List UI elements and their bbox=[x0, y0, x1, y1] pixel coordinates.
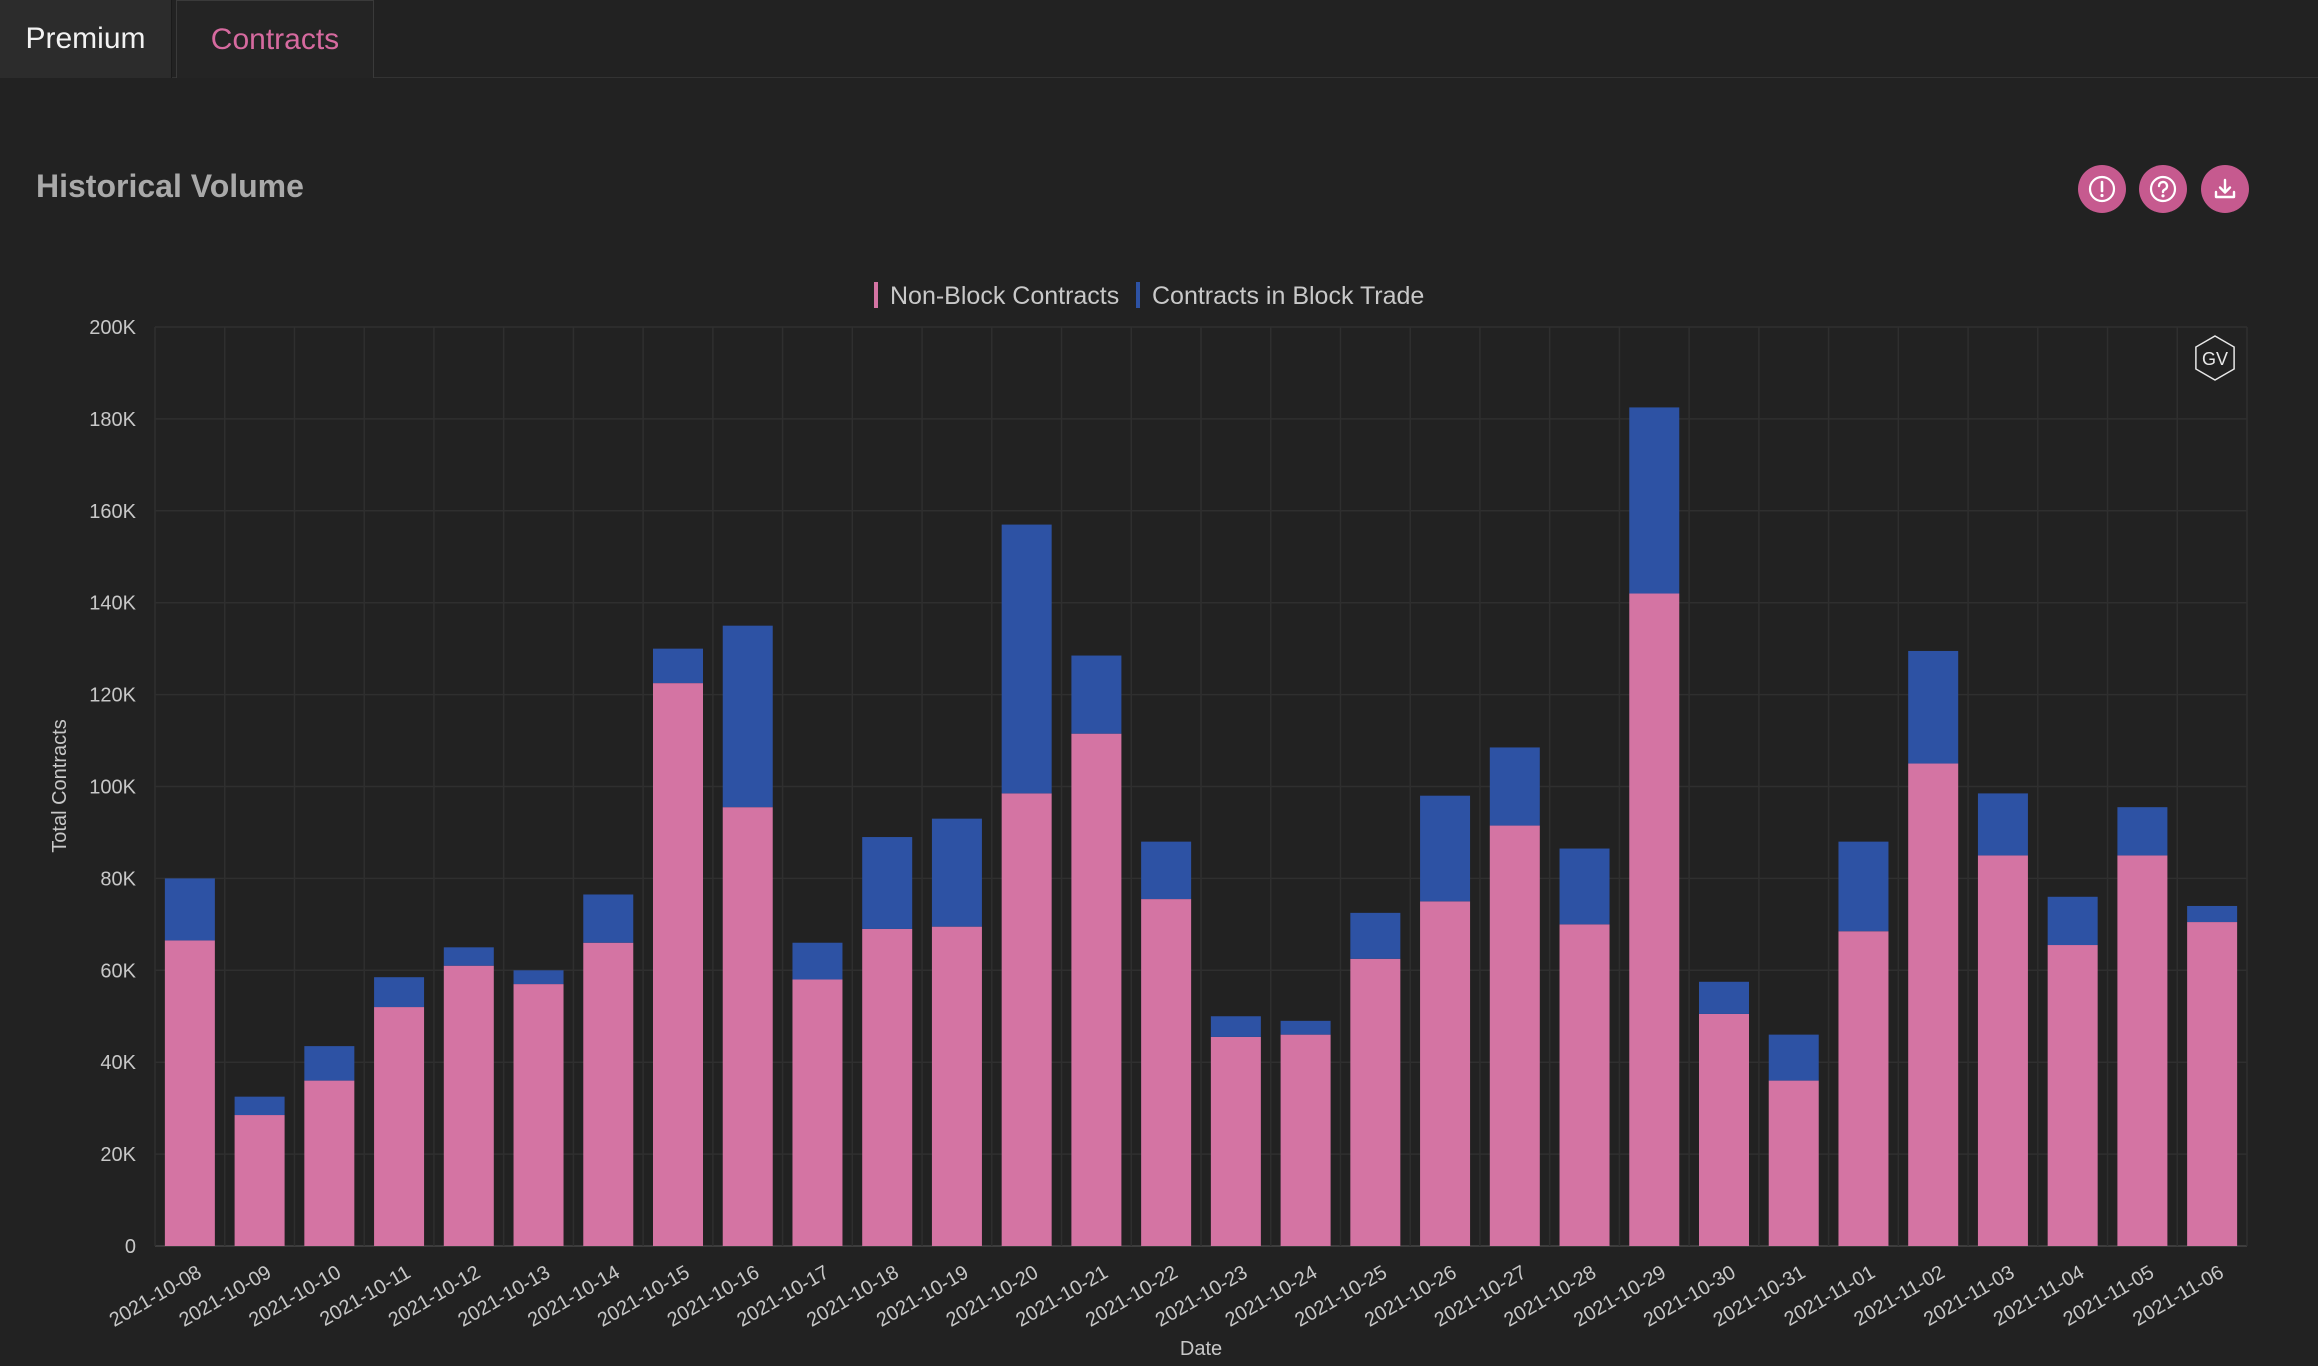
bar-block-trade bbox=[1559, 848, 1610, 925]
bar-non-block bbox=[2047, 945, 2098, 1246]
bar-block-trade bbox=[1908, 650, 1959, 764]
y-tick-label: 140K bbox=[89, 593, 136, 615]
bar-block-trade bbox=[234, 1096, 285, 1116]
bar-block-trade bbox=[1141, 841, 1192, 900]
bar-block-trade bbox=[1210, 1016, 1261, 1037]
bar-non-block bbox=[1629, 593, 1680, 1246]
y-tick-label: 20K bbox=[100, 1144, 136, 1166]
download-button[interactable] bbox=[2201, 165, 2249, 213]
bar-non-block bbox=[1838, 931, 1889, 1246]
bar-block-trade bbox=[583, 894, 634, 943]
y-tick-label: 80K bbox=[100, 868, 136, 890]
tab-bar: Premium Contracts bbox=[0, 0, 2318, 78]
y-tick-label: 40K bbox=[100, 1052, 136, 1074]
bar-non-block bbox=[1071, 733, 1122, 1246]
bar-block-trade bbox=[1977, 793, 2028, 856]
gv-logo-icon bbox=[2195, 335, 2235, 381]
tab-contracts[interactable]: Contracts bbox=[176, 0, 374, 78]
bar-non-block bbox=[1977, 855, 2028, 1246]
legend-swatch-non-block bbox=[874, 282, 878, 308]
bar-block-trade bbox=[1838, 841, 1889, 932]
bar-non-block bbox=[1210, 1036, 1261, 1246]
bar-block-trade bbox=[722, 625, 773, 808]
bar-non-block bbox=[2117, 855, 2168, 1246]
bar-non-block bbox=[583, 942, 634, 1246]
bar-block-trade bbox=[513, 970, 564, 985]
bar-non-block bbox=[1559, 924, 1610, 1246]
bar-non-block bbox=[1420, 901, 1471, 1246]
bar-non-block bbox=[1768, 1080, 1819, 1246]
bar-non-block bbox=[862, 928, 913, 1246]
bar-non-block bbox=[374, 1007, 425, 1246]
x-axis-title: Date bbox=[1180, 1338, 1222, 1360]
legend-swatch-block-trade bbox=[1136, 282, 1140, 308]
bar-block-trade bbox=[1071, 655, 1122, 734]
bar-non-block bbox=[653, 683, 703, 1246]
bar-non-block bbox=[792, 979, 843, 1246]
bar-block-trade bbox=[931, 818, 982, 927]
bar-non-block bbox=[1350, 958, 1401, 1246]
download-icon bbox=[2210, 174, 2240, 204]
gv-logo-text: GV bbox=[2202, 349, 2228, 369]
bar-non-block bbox=[1141, 899, 1192, 1246]
y-tick-label: 160K bbox=[89, 501, 136, 523]
bar-non-block bbox=[722, 807, 773, 1246]
bar-non-block bbox=[234, 1115, 285, 1246]
bar-non-block bbox=[164, 940, 215, 1246]
y-tick-label: 180K bbox=[89, 409, 136, 431]
bar-non-block bbox=[931, 926, 982, 1246]
bar-block-trade bbox=[2117, 807, 2168, 856]
bar-block-trade bbox=[1629, 407, 1680, 594]
bar-block-trade bbox=[1489, 747, 1540, 826]
help-circle-icon bbox=[2148, 174, 2178, 204]
bar-block-trade bbox=[653, 648, 703, 684]
legend-label-non-block[interactable]: Non-Block Contracts bbox=[890, 282, 1119, 310]
bar-block-trade bbox=[792, 942, 843, 980]
bar-non-block bbox=[1699, 1013, 1749, 1246]
bar-block-trade bbox=[1420, 795, 1471, 902]
page-title: Historical Volume bbox=[36, 168, 304, 204]
bar-block-trade bbox=[1350, 912, 1401, 959]
bar-non-block bbox=[1280, 1034, 1331, 1246]
bar-block-trade bbox=[1699, 981, 1749, 1014]
bar-non-block bbox=[304, 1080, 355, 1246]
y-tick-label: 200K bbox=[89, 317, 136, 339]
bar-block-trade bbox=[1280, 1020, 1331, 1035]
bar-non-block bbox=[1908, 763, 1959, 1246]
legend-label-block-trade[interactable]: Contracts in Block Trade bbox=[1152, 282, 1424, 310]
help-button[interactable] bbox=[2139, 165, 2187, 213]
bar-non-block bbox=[1489, 825, 1540, 1246]
bar-block-trade bbox=[1001, 524, 1052, 794]
y-tick-label: 120K bbox=[89, 685, 136, 707]
bar-block-trade bbox=[1768, 1034, 1819, 1081]
bar-block-trade bbox=[164, 878, 215, 941]
y-tick-label: 60K bbox=[100, 960, 136, 982]
alert-circle-icon bbox=[2087, 174, 2117, 204]
bar-block-trade bbox=[2047, 896, 2098, 946]
bar-block-trade bbox=[374, 977, 425, 1008]
bar-block-trade bbox=[443, 947, 494, 966]
bar-non-block bbox=[443, 965, 494, 1246]
bar-block-trade bbox=[2187, 905, 2238, 923]
y-tick-label: 0 bbox=[125, 1236, 136, 1258]
bar-non-block bbox=[1001, 793, 1052, 1246]
historical-volume-chart: 020K40K60K80K100K120K140K160K180K200K202… bbox=[49, 282, 2248, 1360]
y-axis-title: Total Contracts bbox=[49, 719, 71, 852]
info-button[interactable] bbox=[2078, 165, 2126, 213]
y-tick-label: 100K bbox=[89, 777, 136, 799]
bar-block-trade bbox=[304, 1046, 355, 1081]
bar-non-block bbox=[2187, 922, 2238, 1246]
bar-non-block bbox=[513, 984, 564, 1246]
bar-block-trade bbox=[862, 837, 913, 929]
tab-premium[interactable]: Premium bbox=[0, 0, 172, 78]
